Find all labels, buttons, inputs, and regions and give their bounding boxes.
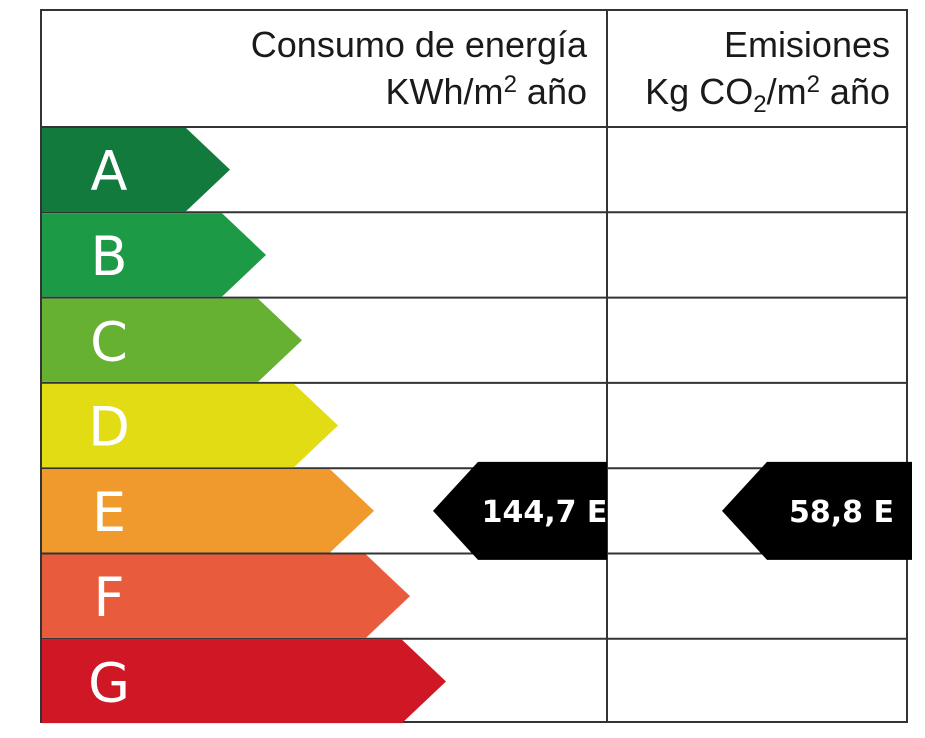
class-letter-c: C <box>90 310 128 373</box>
row-lines <box>41 126 907 640</box>
class-bar-f <box>42 554 410 638</box>
class-bar-c <box>42 298 302 382</box>
emissions-indicator <box>722 461 912 560</box>
rating-indicators: 144,7 E 58,8 E <box>433 461 912 560</box>
energy-unit: KWh/m2 año <box>386 71 587 112</box>
class-letter-a: A <box>91 140 128 203</box>
emissions-value-label: 58,8 E <box>789 495 894 530</box>
class-letter-g: G <box>88 651 130 714</box>
table-border <box>40 9 908 723</box>
class-letter-b: B <box>90 225 127 288</box>
class-bar-e <box>42 469 374 553</box>
emissions-title: Emisiones <box>724 24 890 65</box>
class-letter-f: F <box>93 566 124 629</box>
class-bar-b <box>42 213 266 297</box>
energy-indicator <box>433 461 607 560</box>
class-bar-g <box>42 639 446 724</box>
emissions-unit: Kg CO2/m2 año <box>645 71 890 118</box>
energy-title: Consumo de energía <box>251 24 588 65</box>
class-bar-a <box>42 128 230 212</box>
energy-value-label: 144,7 E <box>482 495 608 530</box>
class-bar-d <box>42 383 338 468</box>
table-grid <box>40 9 908 723</box>
class-letter-e: E <box>92 481 126 544</box>
header: Consumo de energía KWh/m2 año Emisiones … <box>251 24 890 118</box>
class-letter-d: D <box>88 396 130 459</box>
